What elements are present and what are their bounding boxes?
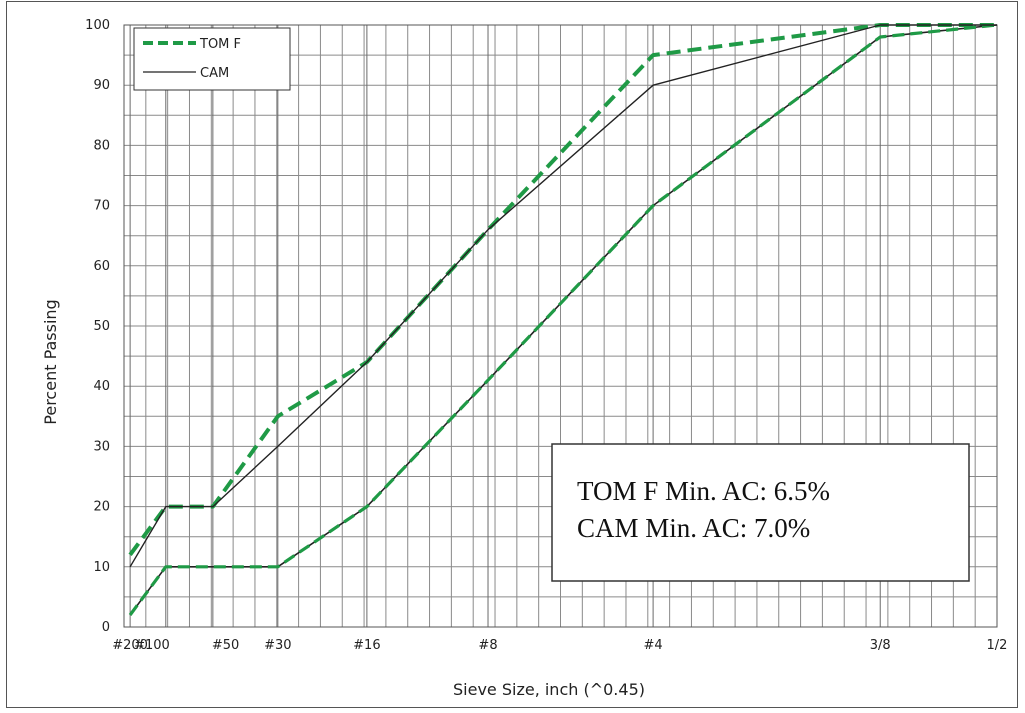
y-tick-label: 60 xyxy=(93,259,110,274)
y-tick-label: 20 xyxy=(93,500,110,515)
x-tick-label: #50 xyxy=(212,638,239,653)
legend-box xyxy=(133,27,291,91)
x-axis-title: Sieve Size, inch (^0.45) xyxy=(453,680,645,699)
annotation-line-2: CAM Min. AC: 7.0% xyxy=(577,513,810,543)
y-tick-labels: 0 10 20 30 40 50 60 70 80 90 100 xyxy=(85,18,110,635)
legend: TOM F CAM xyxy=(133,27,291,91)
series-line-cam xyxy=(129,24,997,568)
y-axis-title: Percent Passing xyxy=(41,299,60,424)
x-tick-label: #100 xyxy=(134,638,170,653)
min-ac-annotation: TOM F Min. AC: 6.5% CAM Min. AC: 7.0% xyxy=(551,443,970,582)
x-tick-label: 1/2 xyxy=(987,638,1008,653)
x-tick-label: #200 xyxy=(112,638,148,653)
x-tick-label: #30 xyxy=(264,638,291,653)
y-tick-label: 0 xyxy=(102,620,110,635)
annotation-line-1: TOM F Min. AC: 6.5% xyxy=(577,476,830,506)
x-tick-label: #4 xyxy=(644,638,663,653)
y-tick-label: 50 xyxy=(93,319,110,334)
y-tick-label: 30 xyxy=(93,439,110,454)
y-tick-label: 70 xyxy=(93,199,110,214)
x-tick-label: #16 xyxy=(353,638,380,653)
annotation-box xyxy=(551,443,970,582)
series-lines xyxy=(128,23,998,616)
y-tick-label: 80 xyxy=(93,138,110,153)
legend-label-cam: CAM xyxy=(200,66,229,81)
x-tick-label: 3/8 xyxy=(870,638,891,653)
series-line xyxy=(128,23,998,616)
x-tick-label: #8 xyxy=(478,638,497,653)
y-tick-label: 10 xyxy=(93,560,110,575)
y-tick-label: 90 xyxy=(93,78,110,93)
legend-label-tom-f: TOM F xyxy=(199,37,241,52)
x-tick-labels: #200#100 #50 #30 #16 #8 #4 3/8 1/2 xyxy=(112,638,1007,653)
plot-area-border xyxy=(123,24,998,628)
y-tick-label: 100 xyxy=(85,18,110,33)
y-tick-label: 40 xyxy=(93,379,110,394)
